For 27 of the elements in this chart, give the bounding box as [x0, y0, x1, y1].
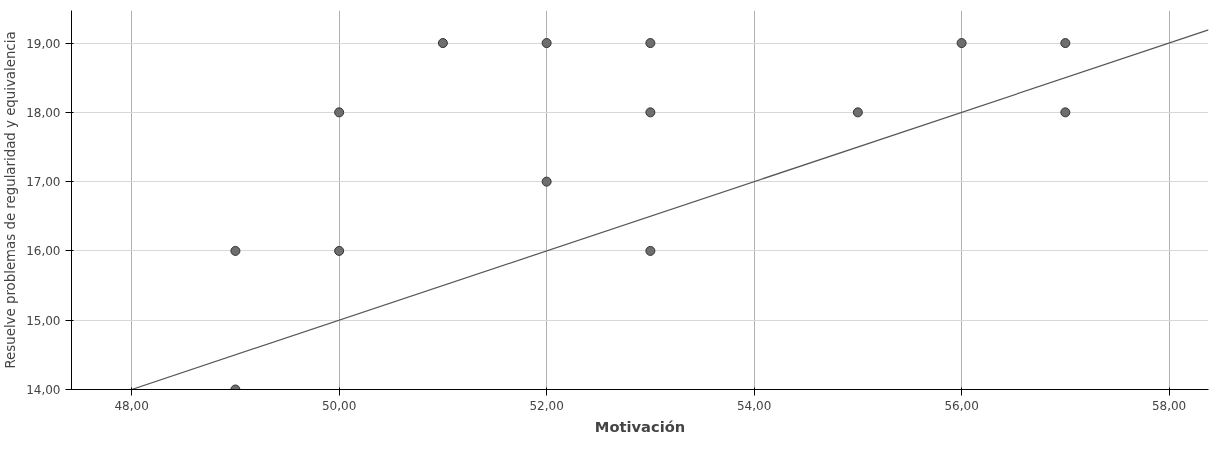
point [230, 245, 241, 256]
x-tick-label: 56,00 [944, 398, 979, 413]
y-tick-label: 16,00 [26, 244, 61, 259]
point [437, 38, 448, 49]
y-tick-label: 19,00 [26, 36, 61, 51]
point [645, 245, 656, 256]
x-tick-label: 52,00 [529, 398, 564, 413]
point [956, 38, 967, 49]
x-tick-label: 50,00 [321, 398, 357, 413]
y-tick-label: 14,00 [26, 383, 61, 397]
point [645, 38, 656, 49]
point [1060, 38, 1071, 49]
point [852, 107, 863, 118]
y-axis-title: Resuelve problemas de regularidad y equivalencia [3, 31, 19, 369]
x-tick-label: 48,00 [114, 398, 149, 413]
y-tick-label: 15,00 [26, 313, 61, 328]
point [541, 176, 552, 187]
point [541, 38, 552, 49]
point [645, 107, 656, 118]
x-tick-label: 58,00 [1151, 398, 1187, 413]
point [1060, 107, 1071, 118]
x-axis-title: Motivación [594, 417, 686, 435]
y-tick-label: 17,00 [26, 175, 61, 190]
y-tick-label: 18,00 [26, 105, 61, 120]
x-tick-label: 54,00 [736, 398, 772, 413]
point [334, 245, 345, 256]
point [334, 107, 345, 118]
